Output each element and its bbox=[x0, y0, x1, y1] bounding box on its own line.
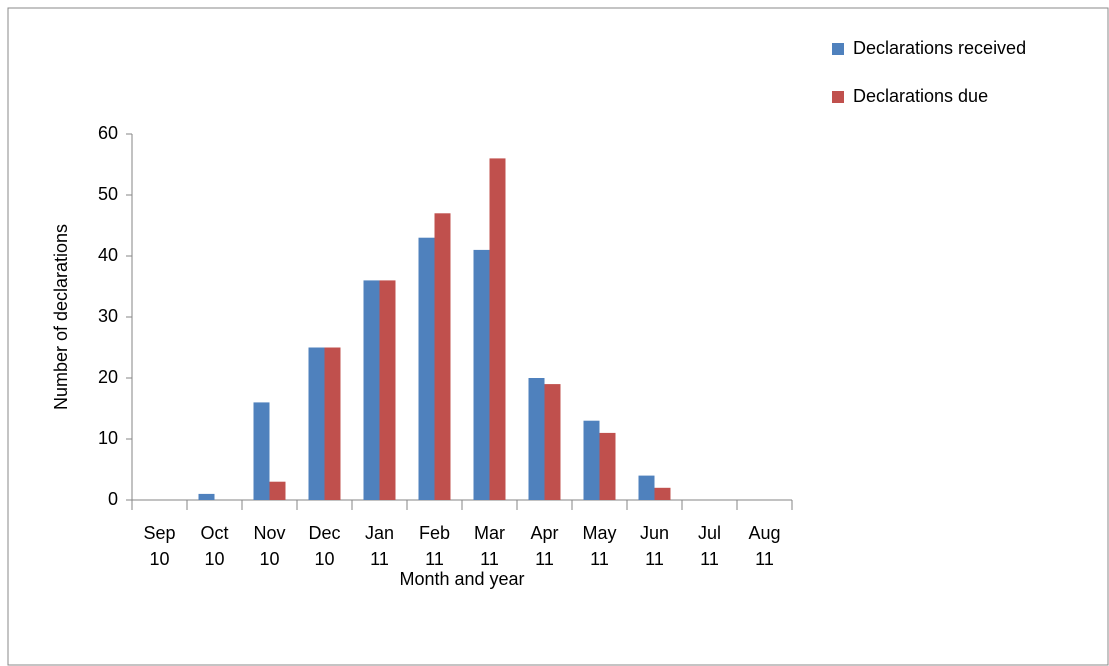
x-tick-label: Dec 10 bbox=[308, 523, 341, 569]
chart-frame bbox=[7, 7, 1109, 666]
bar bbox=[473, 249, 490, 500]
y-tick-label: 50 bbox=[98, 184, 118, 204]
x-tick-label: Jul 11 bbox=[697, 523, 721, 569]
bar bbox=[198, 493, 215, 500]
x-tick-label: Jan 11 bbox=[364, 523, 395, 569]
bar bbox=[599, 432, 616, 500]
legend-label: Declarations due bbox=[853, 86, 988, 106]
x-tick-label: Jun 11 bbox=[639, 523, 670, 569]
bar bbox=[324, 347, 341, 500]
y-tick-label: 20 bbox=[98, 367, 118, 387]
bar bbox=[269, 481, 286, 500]
legend-swatch bbox=[832, 91, 844, 103]
x-axis-title: Month and year bbox=[399, 569, 524, 589]
x-tick-label: Feb 11 bbox=[418, 523, 451, 569]
x-tick-label: May 11 bbox=[582, 523, 617, 569]
y-tick-label: 60 bbox=[98, 123, 118, 143]
legend-swatch bbox=[832, 43, 844, 55]
bar bbox=[528, 378, 545, 500]
y-tick-label: 40 bbox=[98, 245, 118, 265]
x-tick-label: Oct 10 bbox=[200, 523, 229, 569]
bar bbox=[379, 280, 396, 500]
y-tick-label: 0 bbox=[108, 489, 118, 509]
bar bbox=[434, 213, 451, 501]
x-tick-label: Aug 11 bbox=[748, 523, 781, 569]
bar bbox=[253, 402, 270, 500]
y-axis-title: Number of declarations bbox=[51, 224, 71, 410]
x-tick-label: Mar 11 bbox=[474, 523, 505, 569]
bar bbox=[544, 384, 561, 500]
y-tick-label: 10 bbox=[98, 428, 118, 448]
bar bbox=[638, 475, 655, 500]
bar bbox=[583, 420, 600, 500]
y-tick-label: 30 bbox=[98, 306, 118, 326]
bar bbox=[308, 347, 325, 500]
x-tick-label: Nov 10 bbox=[253, 523, 286, 569]
bar bbox=[418, 237, 435, 500]
x-tick-label: Apr 11 bbox=[530, 523, 559, 569]
bar bbox=[654, 487, 671, 500]
bar bbox=[489, 158, 506, 500]
x-tick-label: Sep 10 bbox=[143, 523, 176, 569]
legend-label: Declarations received bbox=[853, 38, 1026, 58]
bar bbox=[363, 280, 380, 500]
